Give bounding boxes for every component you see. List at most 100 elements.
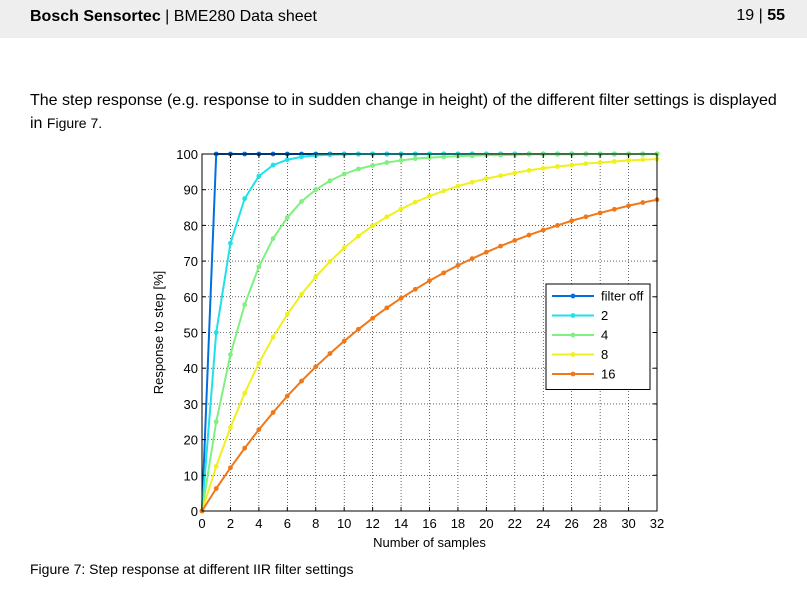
data-point: [256, 360, 262, 366]
data-point: [427, 278, 432, 284]
data-point: [384, 160, 390, 165]
data-point: [469, 179, 475, 185]
y-tick-label: 10: [184, 468, 198, 483]
data-point: [213, 463, 219, 469]
x-tick-label: 12: [365, 516, 379, 531]
data-point: [284, 311, 290, 317]
data-point: [228, 465, 233, 471]
data-point: [270, 410, 276, 415]
data-point: [270, 334, 276, 340]
x-tick-label: 28: [593, 516, 607, 531]
data-point: [483, 249, 489, 255]
x-tick-label: 18: [451, 516, 465, 531]
data-point: [356, 326, 361, 332]
page-separator: |: [754, 7, 768, 24]
x-tick-label: 32: [650, 516, 664, 531]
current-page: 19: [736, 7, 755, 24]
data-point: [228, 240, 233, 246]
legend-marker: [570, 371, 576, 377]
data-point: [640, 157, 646, 163]
data-point: [384, 305, 390, 311]
data-point: [370, 163, 376, 168]
data-point: [327, 178, 333, 184]
legend-marker: [570, 313, 576, 318]
data-point: [242, 390, 248, 396]
company-name: Bosch Sensortec: [30, 8, 161, 25]
data-point: [313, 364, 319, 370]
y-tick-label: 80: [184, 218, 198, 233]
figure-caption: Figure 7: Step response at different IIR…: [30, 561, 354, 577]
y-tick-label: 50: [184, 326, 198, 341]
data-point: [213, 486, 219, 491]
x-tick-label: 0: [198, 516, 205, 531]
x-tick-label: 6: [284, 516, 291, 531]
legend-marker: [570, 332, 576, 338]
y-axis-label: Response to step [%]: [151, 271, 166, 395]
data-point: [284, 215, 290, 220]
document-title: BME280 Data sheet: [173, 8, 317, 25]
data-point: [242, 196, 248, 202]
data-point: [569, 218, 575, 224]
data-point: [284, 393, 290, 399]
data-point: [256, 173, 262, 179]
x-tick-label: 30: [621, 516, 635, 531]
data-point: [412, 156, 418, 162]
data-point: [299, 154, 304, 160]
x-tick-label: 26: [564, 516, 578, 531]
data-point: [313, 274, 319, 280]
data-point: [356, 166, 361, 172]
data-point: [370, 315, 376, 321]
data-point: [526, 232, 532, 238]
data-point: [597, 210, 603, 216]
y-tick-label: 90: [184, 183, 198, 198]
legend-label: 8: [601, 347, 608, 362]
page-header: Bosch Sensortec | BME280 Data sheet 19 |…: [0, 0, 807, 38]
data-point: [398, 158, 404, 163]
data-point: [640, 200, 646, 205]
legend-box: [545, 283, 651, 390]
x-tick-label: 10: [337, 516, 351, 531]
data-point: [469, 153, 475, 159]
data-point: [256, 264, 262, 270]
y-tick-label: 0: [191, 504, 198, 519]
data-point: [327, 152, 333, 158]
data-point: [341, 245, 347, 251]
body-paragraph: The step response (e.g. response to in s…: [30, 89, 780, 135]
y-tick-label: 60: [184, 290, 198, 305]
data-point: [427, 193, 432, 199]
legend-label: 2: [601, 308, 608, 323]
data-point: [284, 157, 290, 163]
legend-label: 16: [601, 367, 615, 382]
data-point: [327, 259, 333, 264]
data-point: [228, 425, 233, 430]
data-point: [512, 170, 518, 176]
legend-label: filter off: [601, 289, 644, 304]
data-point: [526, 168, 532, 173]
data-point: [498, 243, 503, 249]
data-point: [228, 352, 233, 358]
data-point: [242, 445, 248, 451]
data-point: [569, 162, 575, 168]
data-point: [469, 256, 475, 262]
data-point: [441, 154, 447, 160]
data-point: [455, 183, 461, 189]
legend-label: 4: [601, 328, 608, 343]
data-point: [626, 203, 631, 209]
x-axis-label: Number of samples: [373, 535, 486, 550]
data-point: [626, 158, 631, 163]
data-point: [611, 206, 617, 212]
y-tick-label: 100: [176, 147, 198, 162]
y-tick-label: 70: [184, 254, 198, 269]
data-point: [299, 378, 304, 384]
data-point: [398, 206, 404, 212]
x-tick-label: 22: [508, 516, 522, 531]
data-point: [341, 171, 347, 177]
data-point: [242, 302, 248, 308]
x-tick-label: 16: [422, 516, 436, 531]
y-tick-label: 20: [184, 433, 198, 448]
page-number: 19 | 55: [736, 7, 785, 25]
data-point: [540, 165, 546, 171]
header-title-group: Bosch Sensortec | BME280 Data sheet: [30, 8, 317, 26]
legend-marker: [570, 352, 576, 357]
